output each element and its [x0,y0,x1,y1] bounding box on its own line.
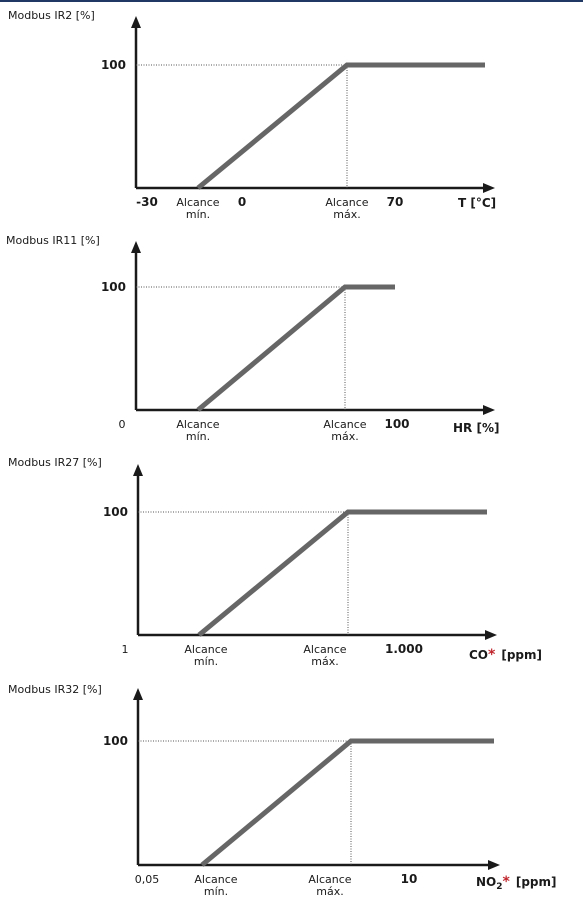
chart-3-y-arrow [133,464,143,476]
chart-4-x-tick-2-line2: mín. [204,885,228,898]
chart-1-x-tick-2: Alcance [176,196,219,209]
chart-3-x-tick-4: 1.000 [385,642,423,656]
chart-1-x-tick-5: 70 [387,195,404,209]
chart-2-y-arrow [131,241,141,253]
chart-4-x-tick-2: Alcance [194,873,237,886]
chart-2-x-tick-2-line2: mín. [186,430,210,443]
chart-3-x-tick-2-line2: mín. [194,655,218,668]
chart-4-xlabel: NO2* [ppm] [476,874,557,892]
chart-4-y-tick-100: 100 [103,734,128,748]
chart-1-x-tick-4: Alcance [325,196,368,209]
chart-2-x-tick-4: 100 [384,417,409,431]
chart-4-series-line [200,738,494,867]
chart-4-x-tick-4: 10 [401,872,418,886]
chart-4-x-arrow [488,860,500,870]
chart-1-x-arrow [483,183,495,193]
chart-3-x-tick-2: Alcance [184,643,227,656]
chart-1-y-tick-100: 100 [101,58,126,72]
chart-1-series-line [196,62,485,190]
top-border [0,0,583,2]
chart-2-x-arrow [483,405,495,415]
chart-3-x-tick-1: 1 [122,643,129,656]
chart-2-x-tick-1: 0 [119,418,126,431]
chart-4-y-arrow [133,688,143,700]
chart-3-x-tick-3-line2: máx. [311,655,338,668]
chart-2-x-tick-3: Alcance [323,418,366,431]
chart-4-x-tick-1: 0,05 [135,873,160,886]
chart-1-x-tick-2-line2: mín. [186,208,210,221]
chart-1-x-tick-1: -30 [136,195,158,209]
chart-3-xlabel: CO* [ppm] [469,647,542,663]
chart-3-ylabel: Modbus IR27 [%] [8,456,102,469]
chart-1-xlabel: T [°C] [458,196,496,210]
chart-1-x-tick-4-line2: máx. [333,208,360,221]
chart-4-ylabel: Modbus IR32 [%] [8,683,102,696]
chart-1-y-arrow [131,16,141,28]
chart-4-x-tick-3: Alcance [308,873,351,886]
chart-3-x-arrow [485,630,497,640]
chart-2-y-tick-100: 100 [101,280,126,294]
chart-2-x-tick-3-line2: máx. [331,430,358,443]
chart-3-y-tick-100: 100 [103,505,128,519]
chart-3-x-tick-3: Alcance [303,643,346,656]
chart-1-x-tick-3: 0 [238,195,246,209]
chart-2-x-tick-2: Alcance [176,418,219,431]
chart-2-xlabel: HR [%] [453,421,499,435]
chart-2-ylabel: Modbus IR11 [%] [6,234,100,247]
chart-2-series-line [196,284,395,412]
chart-1-ylabel: Modbus IR2 [%] [8,9,95,22]
chart-3-series-line [197,509,487,637]
chart-4-x-tick-3-line2: máx. [316,885,343,898]
